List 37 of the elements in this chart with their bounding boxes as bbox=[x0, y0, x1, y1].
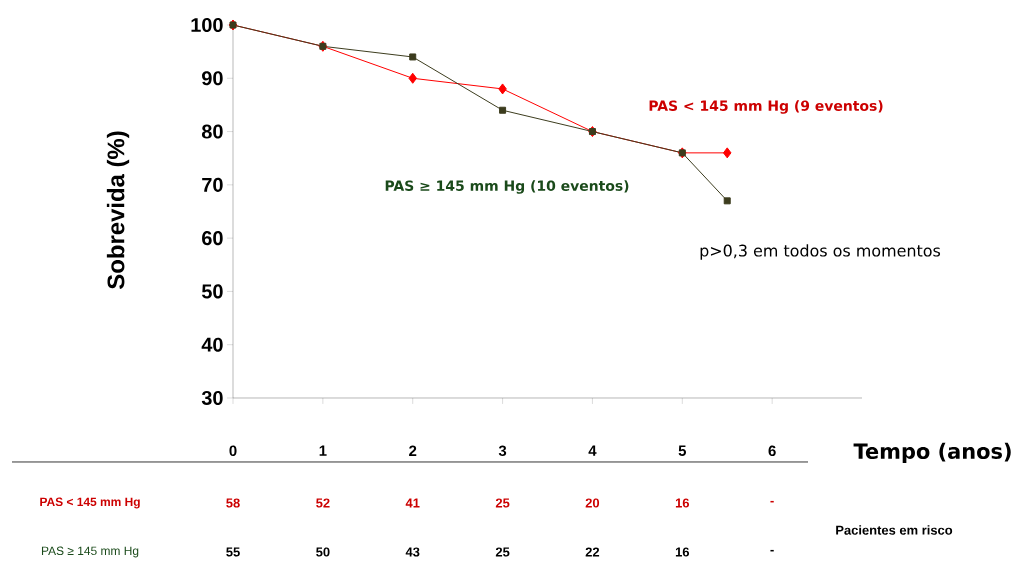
x-tick-label: 5 bbox=[678, 445, 687, 456]
y-tick-label: 60 bbox=[202, 231, 223, 246]
text: 41 bbox=[405, 498, 420, 508]
y-tick-label: 100 bbox=[191, 17, 223, 33]
x-tick-label: 2 bbox=[409, 445, 417, 456]
y-tick-label: 90 bbox=[202, 71, 223, 86]
text: 43 bbox=[405, 547, 420, 557]
y-tick-label: 40 bbox=[201, 337, 223, 352]
text: 25 bbox=[495, 547, 510, 557]
text: 25 bbox=[495, 498, 510, 508]
y-tick-label: 30 bbox=[201, 390, 223, 406]
y-tick-label: 70 bbox=[202, 177, 223, 192]
text: - bbox=[770, 500, 774, 503]
text: 16 bbox=[675, 547, 690, 557]
text: 16 bbox=[675, 498, 690, 508]
text: 55 bbox=[226, 547, 240, 557]
x-tick-label: 6 bbox=[768, 445, 776, 457]
y-axis-title: Sobrevida (%) bbox=[106, 131, 130, 290]
text: 58 bbox=[226, 498, 240, 508]
text: PAS < 145 mm Hg (9 eventos) bbox=[649, 100, 883, 114]
y-tick-label: 80 bbox=[201, 124, 223, 139]
x-tick-label: 4 bbox=[588, 445, 597, 456]
x-tick-label: 1 bbox=[319, 445, 327, 456]
y-tick-label: 50 bbox=[201, 284, 223, 299]
text: PAS < 145 mm Hg bbox=[40, 497, 140, 509]
text: 52 bbox=[316, 498, 330, 508]
x-axis-title: Tempo (anos) bbox=[853, 442, 1011, 464]
text: 20 bbox=[585, 498, 600, 508]
x-tick-label: 0 bbox=[229, 445, 237, 457]
text: Pacientes em risco bbox=[836, 525, 953, 535]
x-tick-label: 3 bbox=[498, 445, 507, 457]
text: 50 bbox=[316, 547, 330, 557]
text: 22 bbox=[585, 547, 600, 557]
text: - bbox=[770, 549, 774, 552]
text: PAS ≥ 145 mm Hg bbox=[41, 546, 139, 558]
text: PAS ≥ 145 mm Hg (10 eventos) bbox=[385, 180, 629, 194]
annotation: p>0,3 em todos os momentos bbox=[700, 244, 941, 260]
